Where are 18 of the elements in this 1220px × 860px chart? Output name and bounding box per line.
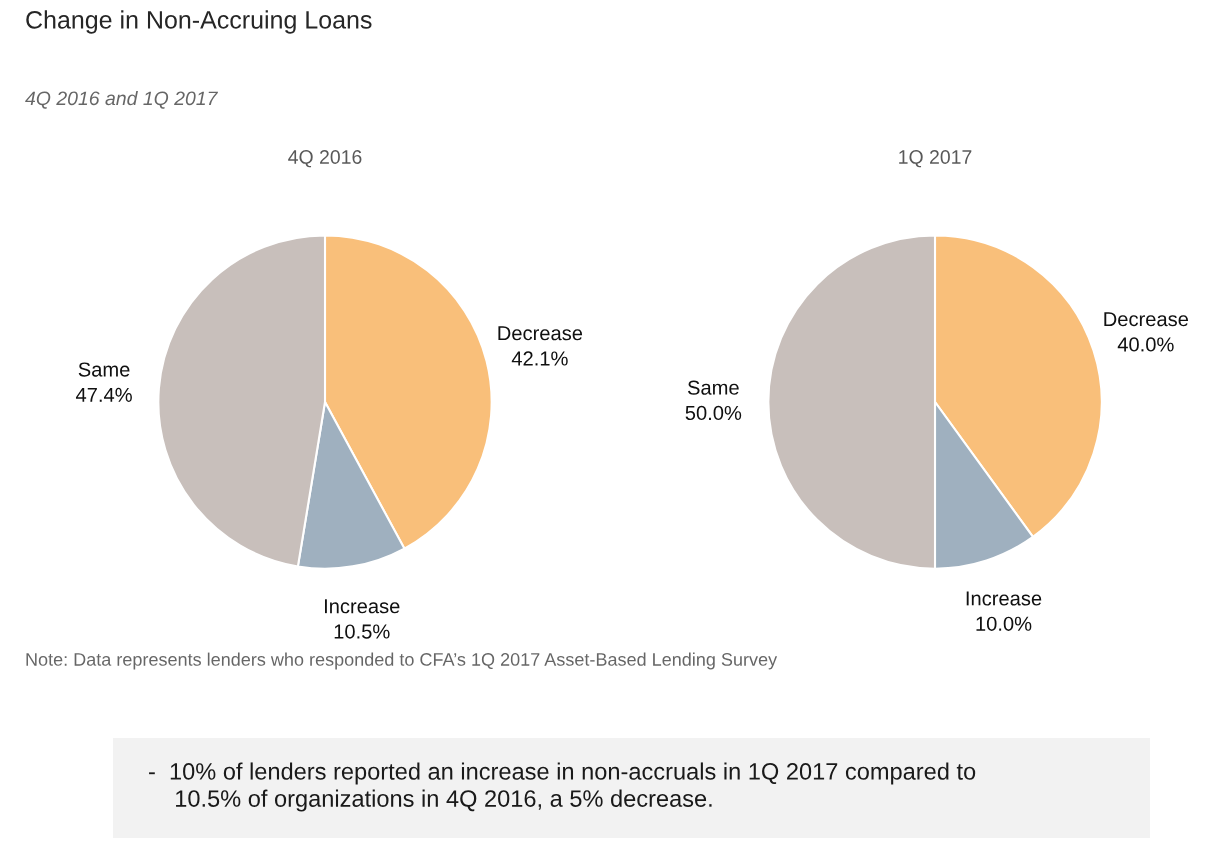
text: Change in Non-Accruing Loans — [26, 10, 372, 34]
slice-label: Decrease — [498, 326, 583, 341]
text: - 10% of lenders reported an increase in non-accruals in 1Q 2017 compared to 10.5% of organizations in 4Q 2016, a 5% decrease. — [149, 762, 976, 812]
chart-title: 4Q 2016 — [288, 150, 362, 168]
data-label: 10.5% — [334, 624, 390, 639]
slice-label: Decrease — [1104, 312, 1189, 327]
data-label: 42.1% — [511, 351, 568, 366]
slice-label: Same — [687, 380, 739, 395]
chart-title: 1Q 2017 — [899, 150, 972, 168]
text: Note: Data represents lenders who responded to CFA’s 1Q 2017 Asset-Based Lending Survey — [26, 652, 778, 670]
slice-label: Increase — [966, 591, 1042, 606]
data-label: 50.0% — [685, 405, 742, 421]
data-label: 10.0% — [976, 616, 1032, 631]
data-label: 47.4% — [75, 387, 132, 402]
slice-label: Same — [78, 362, 130, 377]
slice-label: Increase — [324, 599, 400, 614]
text: 4Q 2016 and 1Q 2017 — [25, 90, 219, 109]
data-label: 40.0% — [1117, 337, 1174, 352]
